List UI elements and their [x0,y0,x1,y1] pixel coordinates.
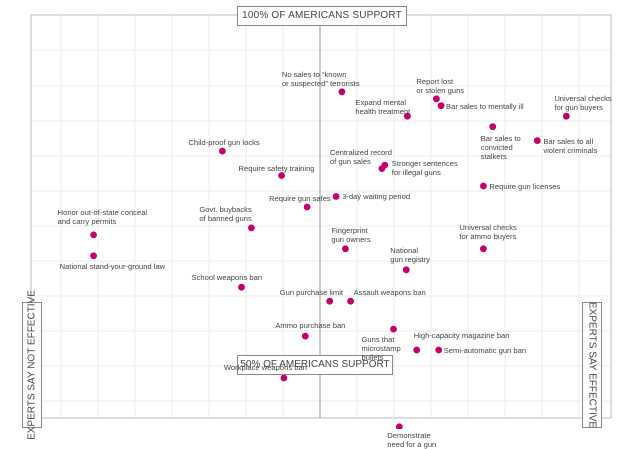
point-label: Require gun safes [269,193,331,203]
point-label: Stronger sentences for illegal guns [391,159,458,178]
data-point[interactable] [332,193,340,200]
point-label: Semi-automatic gun ban [443,346,527,356]
data-point[interactable] [381,161,389,169]
data-point[interactable] [390,325,397,333]
point-label: Expand mental health treatment [355,98,411,117]
data-point[interactable] [433,95,440,103]
point-label: Child-proof gun locks [188,138,260,148]
point-label: Bar sales to mentally ill [446,101,524,111]
point-label: National gun registry [390,245,430,264]
data-point[interactable] [489,123,497,131]
point-label: Workplace weapons ban [223,362,307,372]
data-point[interactable] [404,112,411,120]
point-label: Fingerprint gun owners [331,225,371,244]
data-point[interactable] [90,231,97,239]
left-axis-label-box: EXPERTS SAY NOT EFFECTIVE [22,290,42,440]
point-label: Govt. buybacks of banned guns [199,204,252,223]
data-point[interactable] [562,112,570,120]
data-point[interactable] [533,137,541,145]
data-point[interactable] [248,224,255,232]
point-label: Gun purchase limit [279,288,343,298]
data-point[interactable] [278,172,285,179]
middle-axis-label: 50% OF AMERICANS SUPPORT [237,355,393,375]
point-label: National stand-your-ground law [59,261,166,271]
data-point[interactable] [342,245,349,253]
point-label: Bar sales to convicted stalkers [480,133,521,161]
point-label: Centralized record of gun sales [329,147,392,166]
data-point[interactable] [402,266,410,274]
data-point[interactable] [280,374,288,382]
data-point[interactable] [238,283,245,291]
data-point[interactable] [480,245,487,253]
top-axis-label: 100% OF AMERICANS SUPPORT [237,6,407,26]
data-point[interactable] [90,252,97,260]
point-label: Assault weapons ban [353,288,426,298]
point-label: High-capacity magazine ban [413,331,510,341]
data-point[interactable] [219,147,226,155]
point-label: School weapons ban [191,273,263,283]
data-point[interactable] [347,297,354,305]
point-label: Bar sales to all violent criminals [543,136,598,155]
data-points [90,88,570,429]
data-point[interactable] [303,203,311,211]
data-point[interactable] [480,182,487,190]
data-point[interactable] [413,346,421,354]
point-label: 3-day waiting period [342,192,411,202]
point-label: Require gun licenses [489,182,561,191]
point-label: Guns that microstamp bullets [361,335,401,363]
point-label: Universal checks for gun buyers [554,94,612,113]
data-point[interactable] [395,423,403,429]
data-point[interactable] [301,332,309,340]
right-axis-label: EXPERTS SAY EFFECTIVE [586,301,598,429]
data-point[interactable] [326,297,334,305]
point-label: Demonstrate need for a gun [387,430,437,449]
point-label: Universal checks for ammo buyers [459,222,517,241]
point-label: Report lost or stolen guns [416,76,465,95]
point-label: Ammo purchase ban [275,321,346,331]
point-label: No sales to “known or suspected” terrori… [281,69,360,88]
right-axis-label-box: EXPERTS SAY EFFECTIVE [582,302,602,428]
data-point[interactable] [437,102,445,110]
data-point[interactable] [338,88,346,96]
data-point[interactable] [435,346,443,354]
left-axis-label: EXPERTS SAY NOT EFFECTIVE [26,290,38,440]
point-label: Require safety training [238,163,315,173]
point-label: Honor out-of-state conceal and carry per… [57,207,148,226]
